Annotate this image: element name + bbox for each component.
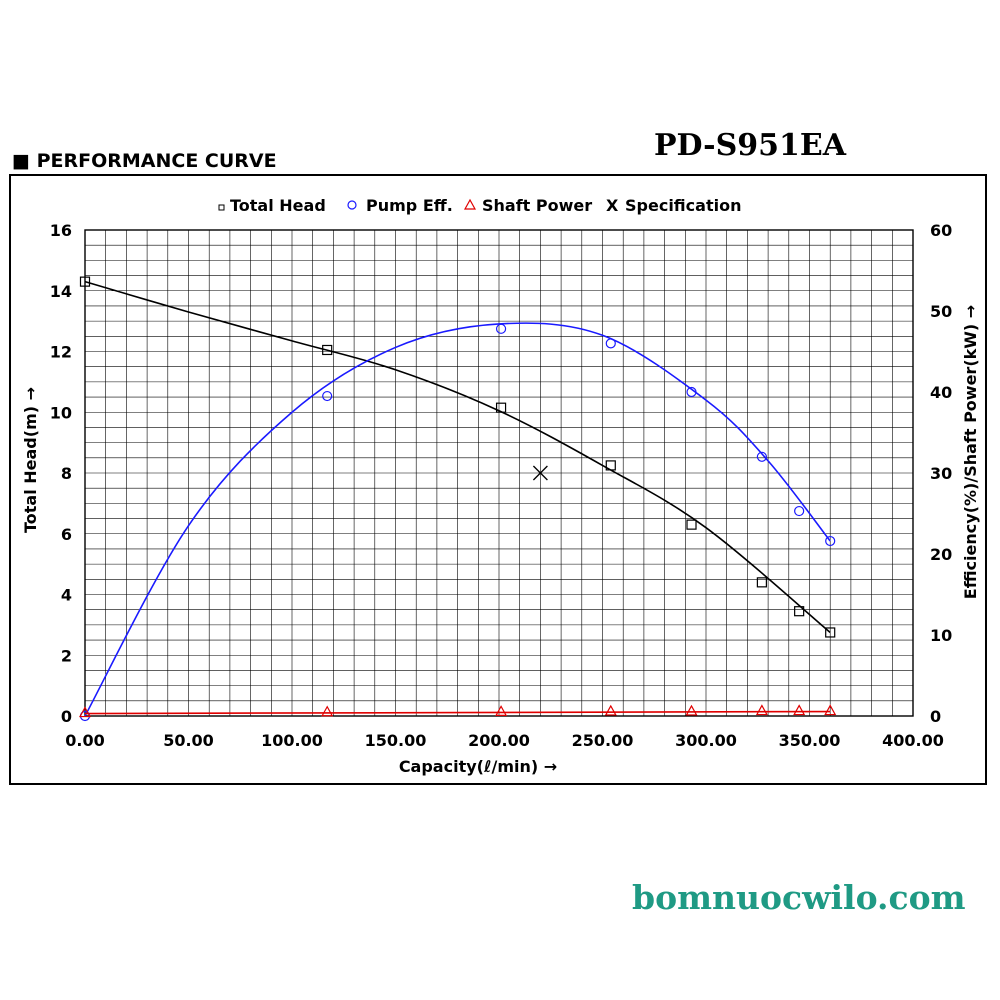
y-left-tick-label: 4 <box>61 586 72 605</box>
point-total-head <box>495 402 507 413</box>
legend-shaft-power: Shaft Power <box>482 196 592 215</box>
point-total-head <box>825 627 836 638</box>
x-tick-label: 100.00 <box>261 731 323 750</box>
y-left-tick-label: 14 <box>50 282 72 301</box>
point-total-head <box>756 577 767 588</box>
point-shaft-power <box>78 706 92 718</box>
legend-marker-pump-eff <box>347 200 357 210</box>
y-right-tick-label: 50 <box>930 302 952 321</box>
point-shaft-power <box>793 704 806 716</box>
legend-spec-marker: X <box>606 196 619 215</box>
x-tick-label: 250.00 <box>572 731 634 750</box>
point-shaft-power <box>321 705 334 717</box>
x-tick-label: 400.00 <box>882 731 944 750</box>
y-right-tick-label: 20 <box>930 545 952 564</box>
chart-curves <box>84 280 831 717</box>
y-left-tick-label: 6 <box>61 525 72 544</box>
legend-marker-total-head <box>218 204 225 211</box>
point-total-head <box>794 606 805 617</box>
point-pump-eff <box>495 323 507 334</box>
section-heading: ■ PERFORMANCE CURVE <box>12 150 277 172</box>
y-right-tick-label: 10 <box>930 626 952 645</box>
point-shaft-power <box>824 704 837 716</box>
y-right-tick-label: 0 <box>930 707 941 726</box>
x-tick-label: 200.00 <box>468 731 530 750</box>
y-left-tick-label: 12 <box>50 343 72 362</box>
x-tick-label: 0.00 <box>65 731 104 750</box>
point-total-head <box>605 460 616 471</box>
chart-frame <box>9 174 987 785</box>
chart-ticks: 0.00 50.00 100.00 150.00 200.00 250.00 300.00 3… <box>50 221 953 750</box>
curve-total-head <box>84 280 831 634</box>
curve-pump-eff <box>84 322 831 717</box>
curve-shaft-power <box>84 710 831 715</box>
x-tick-label: 350.00 <box>779 731 841 750</box>
y-left-tick-label: 0 <box>61 707 72 726</box>
point-pump-eff <box>794 505 805 517</box>
legend-marker-shaft-power <box>463 198 477 210</box>
point-shaft-power <box>604 704 617 716</box>
model-title: PD-S951EA <box>654 128 847 163</box>
point-pump-eff <box>605 338 616 349</box>
point-total-head <box>79 276 91 287</box>
point-shaft-power <box>495 705 508 716</box>
point-shaft-power <box>685 704 698 716</box>
plot-area-border <box>84 229 914 717</box>
point-pump-eff <box>756 451 767 462</box>
point-total-head <box>322 344 333 356</box>
legend-pump-eff: Pump Eff. <box>366 196 453 215</box>
legend-total-head: Total Head <box>230 196 326 215</box>
chart-legend: Total Head Pump Eff. Shaft Power X Speci… <box>218 196 741 215</box>
legend-specification: Specification <box>625 196 741 215</box>
x-tick-label: 300.00 <box>675 731 737 750</box>
chart-grid <box>84 229 914 717</box>
chart-markers <box>78 276 837 722</box>
y-right-tick-label: 30 <box>930 464 952 483</box>
y-right-tick-label: 60 <box>930 221 952 240</box>
x-tick-label: 50.00 <box>163 731 214 750</box>
specification-point <box>532 465 548 481</box>
y-left-tick-label: 8 <box>61 464 72 483</box>
point-pump-eff <box>825 535 836 547</box>
site-watermark: bomnuocwilo.com <box>632 878 966 917</box>
y-left-tick-label: 16 <box>50 221 72 240</box>
y-left-tick-label: 10 <box>50 403 72 422</box>
x-axis-label: Capacity(ℓ/min) → <box>399 757 557 776</box>
y-right-tick-label: 40 <box>930 383 952 402</box>
y-axis-left-label: Total Head(m) → <box>21 387 40 533</box>
point-total-head <box>686 519 697 530</box>
point-pump-eff <box>322 390 333 402</box>
x-tick-label: 150.00 <box>365 731 427 750</box>
spec-stroke <box>532 465 548 481</box>
point-shaft-power <box>755 704 768 716</box>
chart-axes <box>84 229 914 717</box>
point-pump-eff <box>686 386 697 398</box>
y-left-tick-label: 2 <box>61 646 72 665</box>
y-axis-right-label: Efficiency(%)/Shaft Power(kW) → <box>961 305 980 599</box>
